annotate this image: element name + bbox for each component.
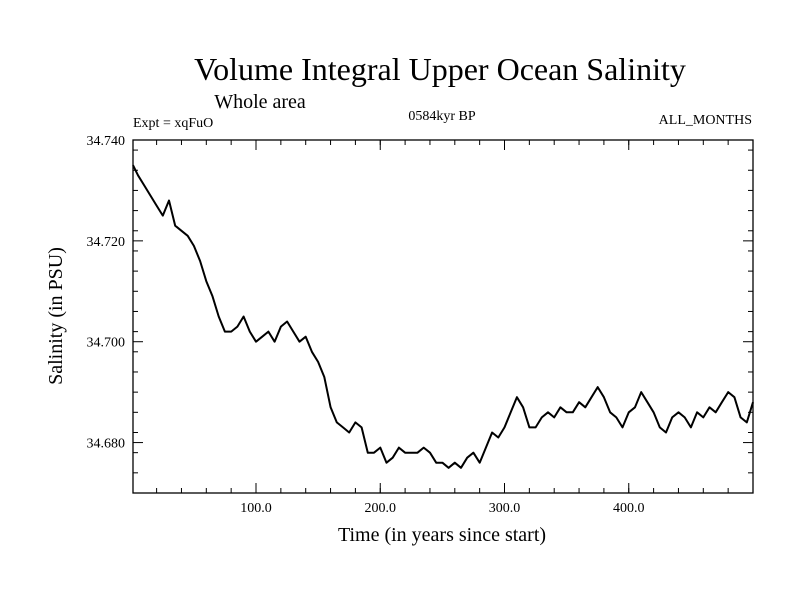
y-tick-label: 34.740 xyxy=(87,134,126,149)
salinity-series-line xyxy=(132,164,754,469)
chart-subtitle: Whole area xyxy=(214,91,306,113)
y-tick-label: 34.700 xyxy=(87,336,126,351)
chart-title: Volume Integral Upper Ocean Salinity xyxy=(194,51,686,87)
x-tick-label: 100.0 xyxy=(240,501,272,516)
axis-ticks xyxy=(133,139,753,493)
x-axis-label: Time (in years since start) xyxy=(338,524,546,546)
y-axis-label: Salinity (in PSU) xyxy=(45,247,67,385)
expt-label: Expt = xqFuO xyxy=(133,116,213,131)
tick-labels: 100.0 200.0 300.0 400.0 34.680 34.700 34.720 34… xyxy=(87,134,645,516)
period-label: 0584kyr BP xyxy=(408,109,476,124)
x-tick-label: 200.0 xyxy=(365,501,397,516)
months-label: ALL_MONTHS xyxy=(659,113,752,128)
plot-area-frame xyxy=(132,139,754,494)
y-tick-label: 34.720 xyxy=(87,235,126,250)
x-tick-label: 300.0 xyxy=(489,501,521,516)
y-tick-label: 34.680 xyxy=(87,437,126,452)
x-tick-label: 400.0 xyxy=(613,501,645,516)
